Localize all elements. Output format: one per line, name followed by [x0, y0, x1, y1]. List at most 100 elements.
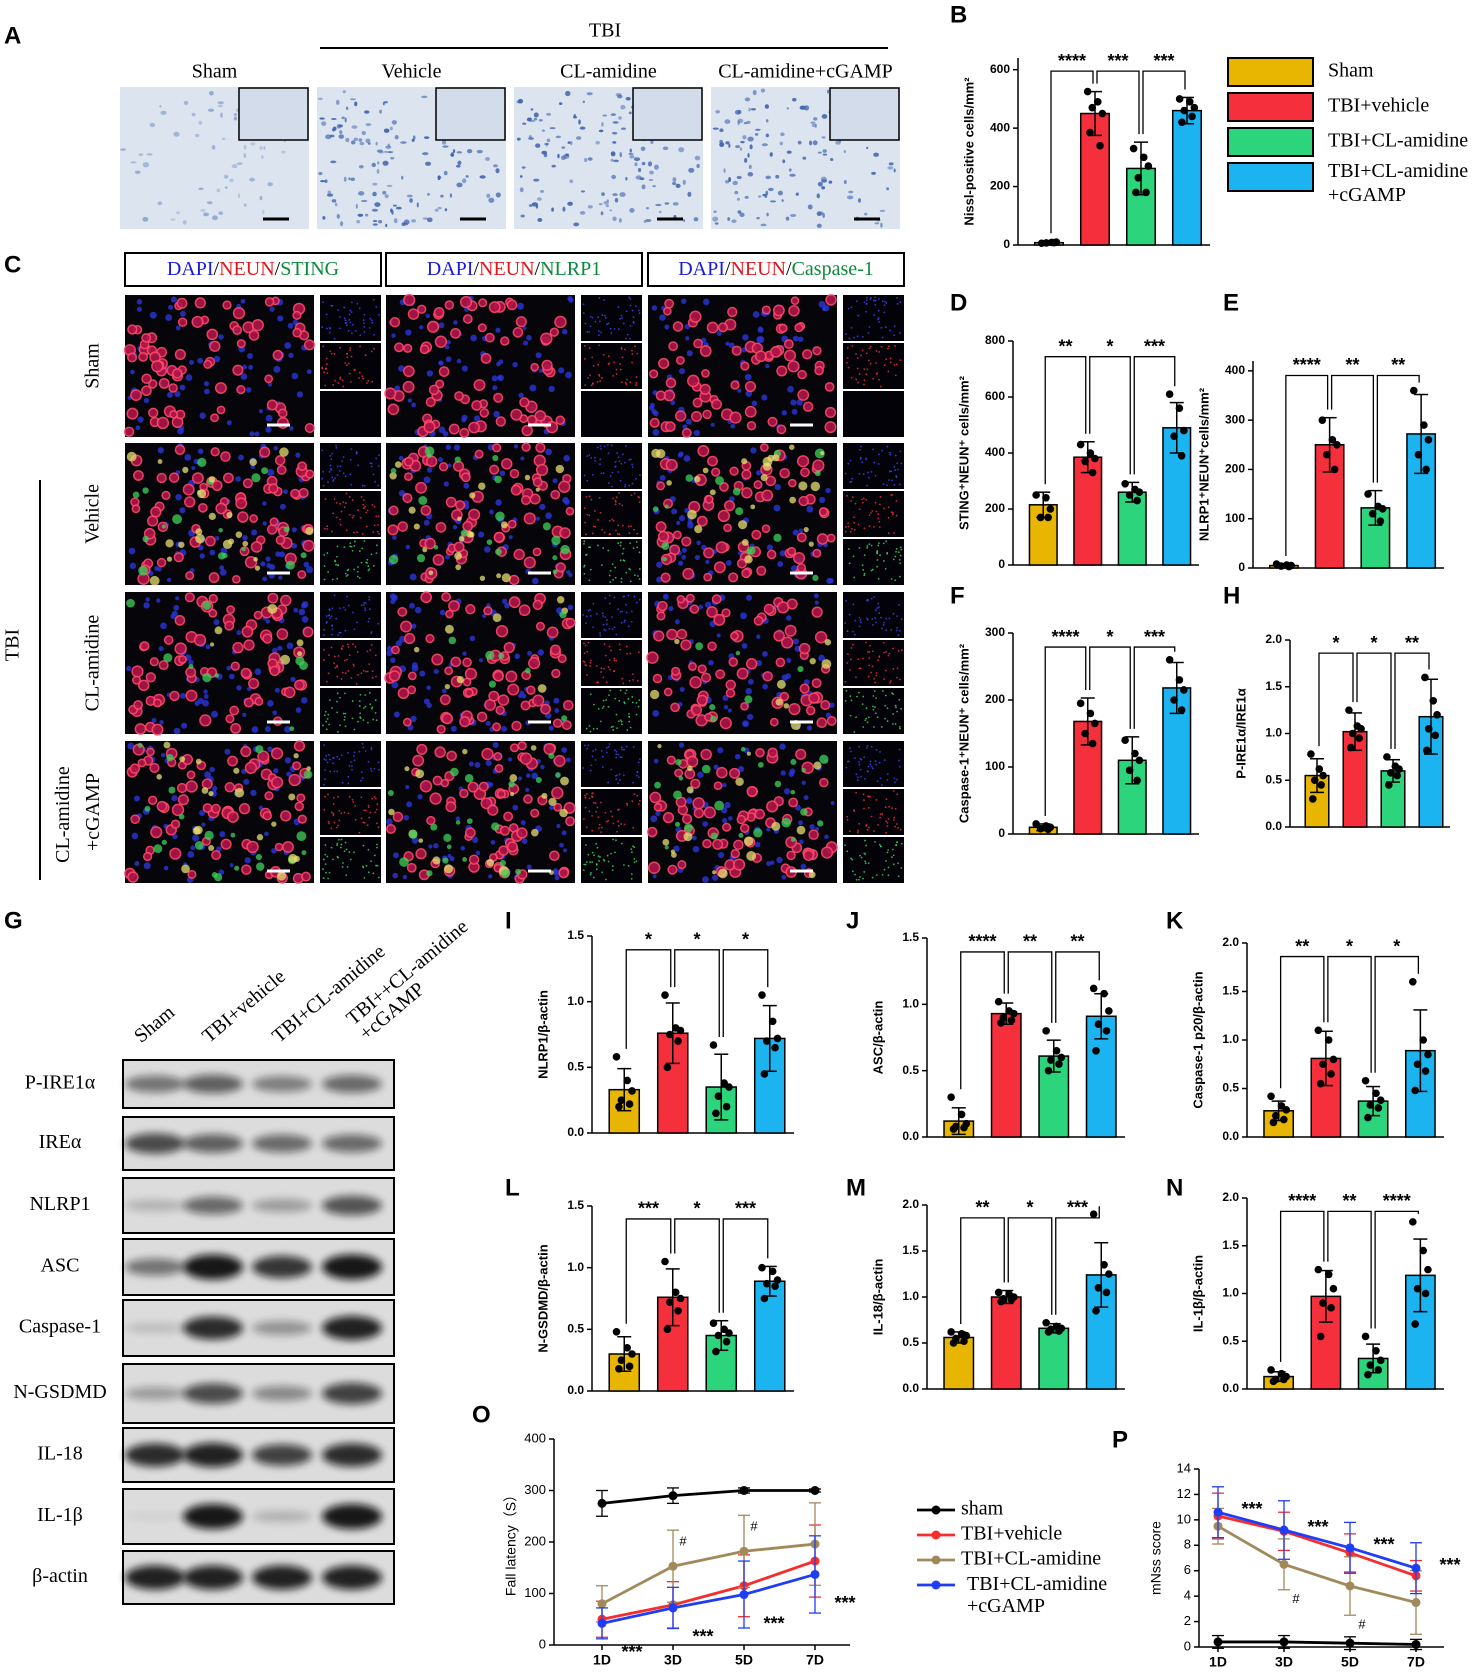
channel-dot — [857, 831, 859, 834]
neun-cell — [523, 556, 536, 569]
dapi-nucleus — [790, 399, 797, 406]
channel-dot — [603, 314, 606, 317]
channel-dot — [326, 525, 329, 528]
channel-dot — [366, 562, 369, 564]
channel-dot — [865, 302, 868, 305]
channel-dot — [370, 748, 373, 751]
channel-dot — [877, 317, 880, 319]
channel-dot — [363, 540, 366, 543]
neun-cell — [693, 807, 705, 819]
channel-dot — [374, 811, 377, 814]
data-point — [1424, 436, 1433, 444]
neun-cell — [176, 297, 188, 309]
marker-signal — [821, 659, 832, 669]
channel-dot — [858, 625, 861, 628]
y-tick-label: 2.0 — [902, 1197, 919, 1211]
stained-cell — [376, 149, 383, 153]
dapi-nucleus — [548, 385, 555, 393]
channel-dot — [331, 633, 334, 636]
marker-signal — [800, 808, 808, 816]
channel-dot — [337, 634, 340, 636]
neun-cell — [156, 416, 170, 430]
neun-cell — [517, 741, 527, 751]
dapi-nucleus — [158, 646, 164, 652]
channel-dot — [900, 548, 903, 551]
channel-dot — [584, 796, 587, 799]
channel-dot — [336, 700, 338, 703]
channel-dot — [896, 615, 898, 618]
neun-cell — [384, 387, 397, 400]
stained-cell — [781, 199, 784, 202]
channel-dot — [870, 296, 872, 299]
dapi-nucleus — [698, 604, 704, 610]
channel-dot — [597, 544, 599, 547]
channel-dot — [872, 695, 875, 697]
channel-dot — [374, 712, 377, 714]
channel-dot — [591, 829, 594, 832]
channel-dot — [861, 461, 864, 464]
channel-dot — [620, 842, 623, 845]
stained-cell — [537, 218, 543, 222]
channel-dot — [856, 779, 859, 781]
stained-cell — [456, 182, 463, 188]
dapi-nucleus — [766, 827, 771, 832]
dapi-nucleus — [686, 798, 693, 805]
dapi-nucleus — [394, 385, 401, 392]
dapi-nucleus — [441, 688, 447, 694]
dapi-nucleus — [523, 340, 529, 346]
marker-signal — [166, 753, 174, 762]
stained-cell — [828, 180, 833, 184]
significance-label: *** — [1153, 51, 1174, 71]
marker-signal — [251, 473, 261, 483]
channel-dot — [623, 461, 626, 464]
channel-dot — [860, 856, 863, 859]
neun-cell — [471, 400, 483, 411]
dapi-nucleus — [513, 444, 519, 449]
neun-cell — [516, 827, 528, 839]
stained-cell — [520, 214, 525, 218]
channel-dot — [586, 650, 589, 653]
neun-cell — [146, 747, 155, 757]
stained-cell — [857, 198, 861, 203]
data-point — [1307, 750, 1315, 758]
channel-dot — [338, 469, 341, 472]
stained-cell — [533, 178, 540, 182]
stained-cell — [353, 137, 358, 141]
channel-dot — [615, 633, 618, 636]
blot-band — [252, 1565, 312, 1590]
channel-dot — [328, 871, 331, 874]
neun-cell — [503, 641, 515, 654]
channel-dot — [359, 516, 362, 519]
marker-signal — [163, 741, 171, 749]
marker-signal — [670, 849, 675, 854]
channel-dot — [586, 513, 589, 516]
channel-dot — [364, 602, 367, 605]
channel-dot — [884, 567, 887, 570]
neun-cell — [532, 477, 543, 488]
channel-dot — [625, 603, 627, 606]
channel-dot — [343, 692, 346, 695]
dapi-nucleus — [438, 360, 444, 366]
marker-signal — [138, 565, 148, 576]
channel-dot — [882, 483, 885, 486]
marker-signal — [418, 838, 424, 843]
channel-dot — [870, 470, 873, 473]
data-point — [1319, 1060, 1327, 1069]
blot-band — [183, 1383, 243, 1404]
channel-dot — [858, 546, 861, 549]
channel-dot — [859, 456, 862, 459]
neun-cell — [508, 574, 520, 586]
channel-dot — [332, 812, 335, 815]
data-point — [1121, 736, 1129, 744]
stained-cell — [449, 193, 453, 198]
dapi-nucleus — [301, 601, 309, 608]
marker-signal — [418, 496, 428, 505]
channel-dot — [892, 848, 894, 851]
channel-dot — [619, 611, 622, 613]
channel-dot — [377, 523, 379, 526]
stained-cell — [557, 153, 560, 159]
dapi-nucleus — [538, 368, 544, 373]
channel-dot — [872, 708, 875, 711]
channel-dot — [347, 751, 349, 754]
data-point — [625, 1100, 634, 1108]
